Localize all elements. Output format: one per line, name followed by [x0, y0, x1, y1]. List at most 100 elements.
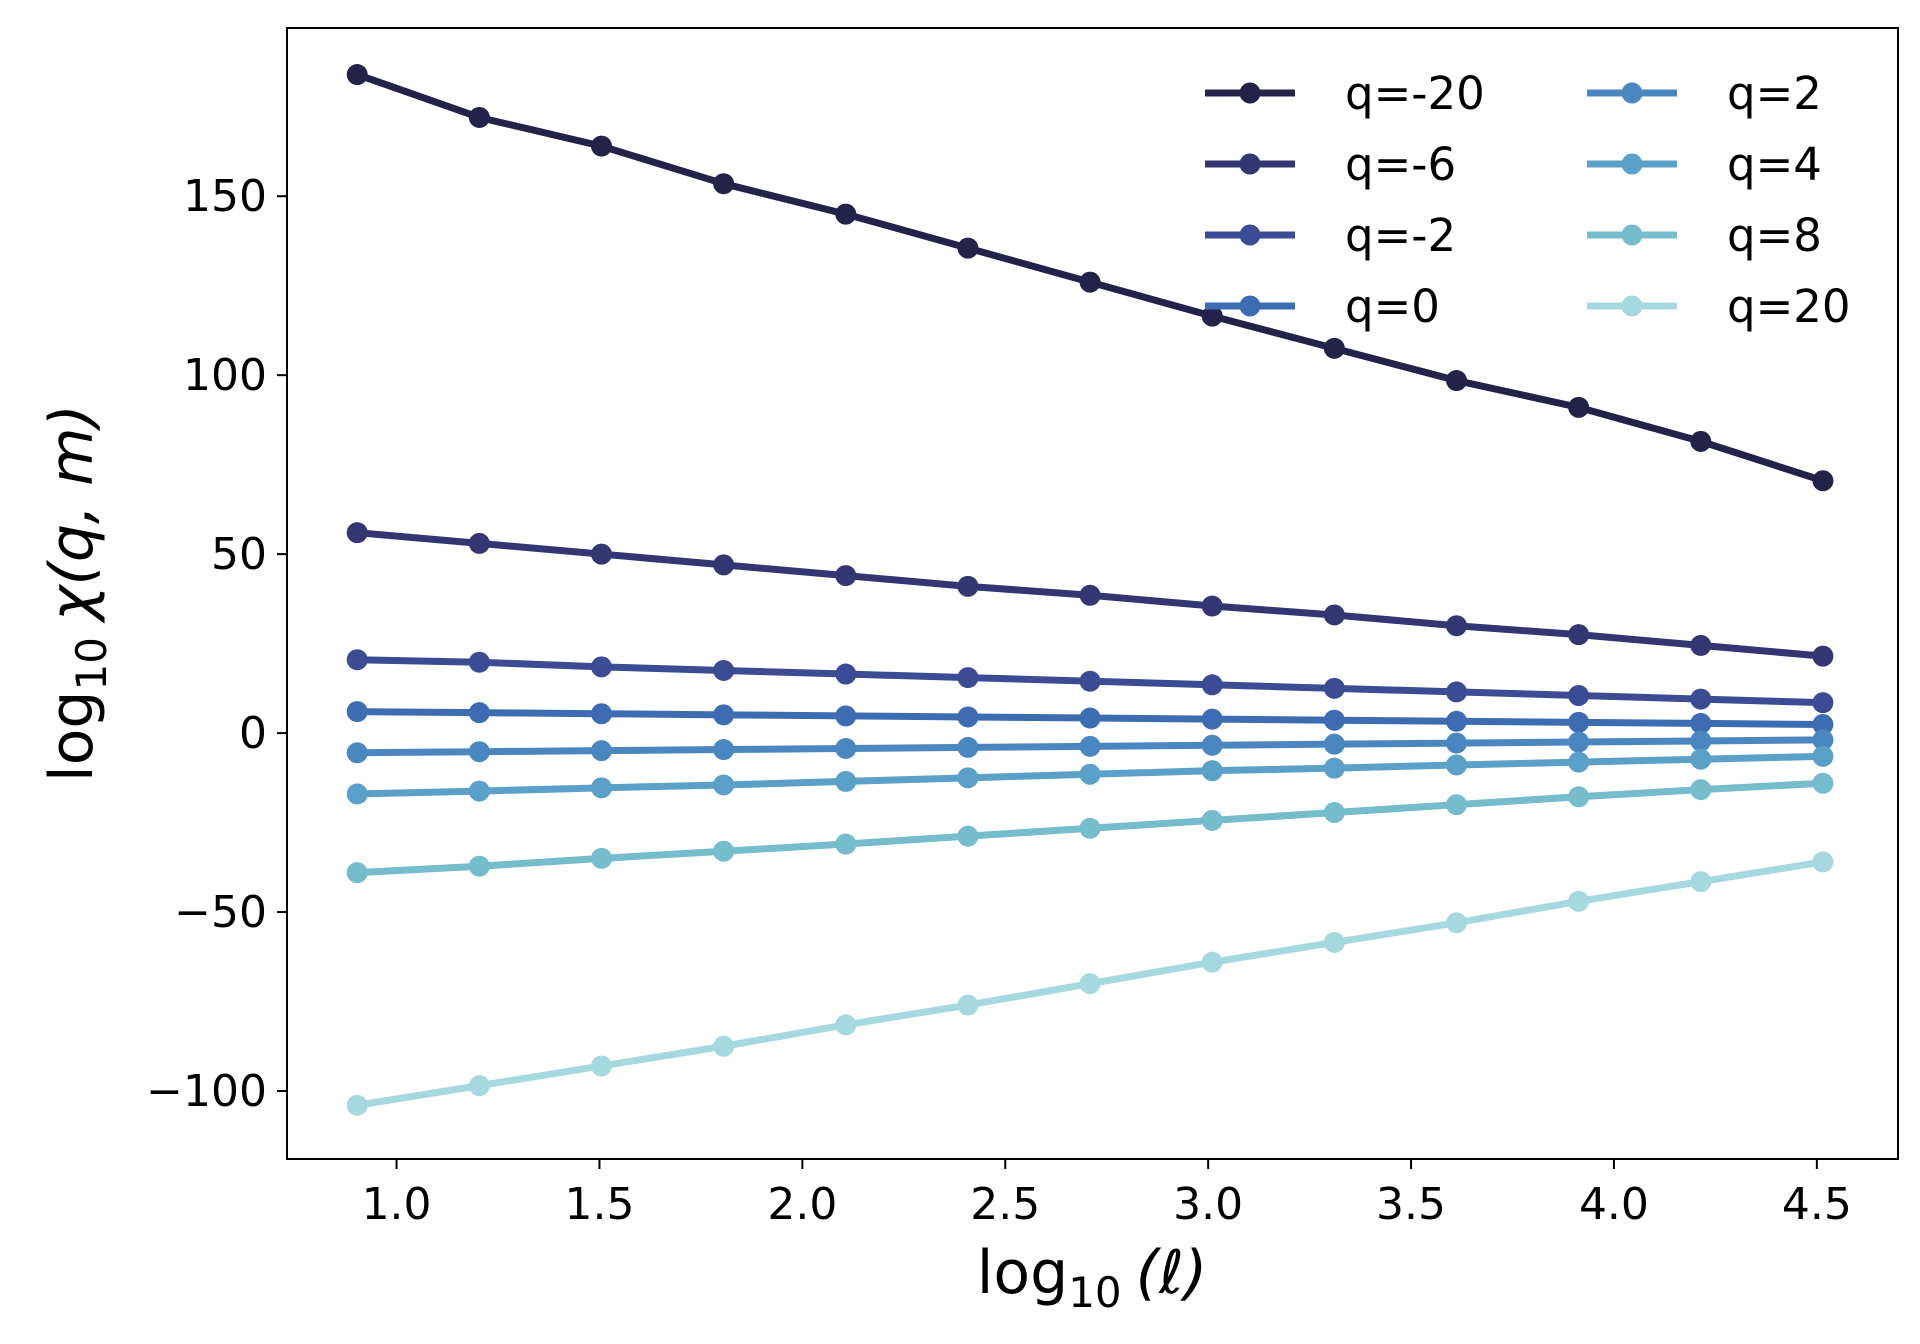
legend-marker: [1239, 82, 1261, 104]
data-point: [713, 659, 735, 681]
legend-label: q=-6: [1345, 138, 1456, 191]
data-point: [1568, 624, 1590, 646]
data-point: [1323, 604, 1345, 626]
data-point: [590, 847, 612, 869]
legend-label: q=8: [1727, 209, 1822, 262]
data-point: [590, 1055, 612, 1077]
legend-label: q=0: [1345, 280, 1440, 333]
data-point: [1690, 688, 1712, 710]
legend-marker: [1621, 295, 1643, 317]
series-q=-6: [346, 522, 1834, 667]
data-point: [713, 840, 735, 862]
data-point: [1079, 707, 1101, 729]
data-point: [1690, 748, 1712, 770]
data-point: [957, 994, 979, 1016]
legend-item: q=-6: [1205, 138, 1456, 191]
data-point: [1201, 674, 1223, 696]
data-point: [1079, 271, 1101, 293]
x-tick-label: 1.5: [564, 1179, 634, 1230]
data-point: [1201, 595, 1223, 617]
y-tick-label: −50: [174, 887, 267, 938]
x-tick-label: 3.5: [1376, 1179, 1446, 1230]
data-point: [1445, 681, 1467, 703]
data-point: [1568, 396, 1590, 418]
legend-label: q=-20: [1345, 67, 1485, 120]
data-point: [468, 532, 490, 554]
data-point: [346, 522, 368, 544]
y-axis-label-rest: χ(q, m): [37, 404, 107, 624]
data-point: [1568, 731, 1590, 753]
data-point: [1812, 713, 1834, 735]
y-tick-label: 150: [183, 171, 267, 222]
data-point: [1201, 734, 1223, 756]
y-tick-label: −100: [146, 1066, 267, 1117]
data-point: [1568, 751, 1590, 773]
data-point: [957, 237, 979, 259]
data-point: [1323, 337, 1345, 359]
legend-item: q=8: [1587, 209, 1822, 262]
y-tick-label: 50: [211, 529, 267, 580]
x-axis-ticks: 1.0 1.5 2.0 2.5 3.0 3.5 4.0 4.5: [362, 1159, 1852, 1230]
x-axis-label-base: log: [977, 1238, 1068, 1308]
y-axis-label-subscript: 10: [67, 637, 116, 690]
data-point: [957, 575, 979, 597]
series-q=-20: [346, 64, 1834, 492]
data-point: [1690, 730, 1712, 752]
data-point: [1690, 634, 1712, 656]
data-point: [346, 783, 368, 805]
data-point: [1079, 735, 1101, 757]
data-point: [1812, 851, 1834, 873]
plot-frame: [286, 27, 1899, 1160]
legend-item: q=0: [1205, 280, 1440, 333]
legend-label: q=2: [1727, 67, 1822, 120]
x-tick-label: 2.0: [767, 1179, 837, 1230]
data-point: [1445, 794, 1467, 816]
data-point: [835, 203, 857, 225]
data-point: [713, 1035, 735, 1057]
data-point: [346, 701, 368, 723]
x-tick-label: 3.0: [1173, 1179, 1243, 1230]
data-point: [957, 706, 979, 728]
data-point: [1812, 470, 1834, 492]
data-point: [1445, 754, 1467, 776]
legend-marker: [1621, 224, 1643, 246]
data-point: [590, 135, 612, 157]
data-point: [468, 741, 490, 763]
legend-item: q=4: [1587, 138, 1822, 191]
data-point: [1445, 912, 1467, 934]
x-tick-label: 1.0: [362, 1179, 432, 1230]
y-tick-label: 100: [183, 350, 267, 401]
data-point: [1323, 931, 1345, 953]
data-point: [1323, 677, 1345, 699]
series-q=0: [346, 701, 1834, 735]
data-point: [1812, 745, 1834, 767]
data-point: [1445, 732, 1467, 754]
data-point: [590, 656, 612, 678]
data-point: [713, 554, 735, 576]
data-point: [713, 704, 735, 726]
data-point: [713, 739, 735, 761]
data-point: [835, 833, 857, 855]
data-point: [1812, 645, 1834, 667]
legend-label: q=-2: [1345, 209, 1456, 262]
legend-label: q=20: [1727, 280, 1851, 333]
data-point: [590, 703, 612, 725]
data-point: [346, 742, 368, 764]
data-point: [957, 736, 979, 758]
data-point: [1079, 817, 1101, 839]
data-point: [713, 173, 735, 195]
data-point: [957, 825, 979, 847]
data-point: [1568, 711, 1590, 733]
data-point: [346, 862, 368, 884]
data-point: [1323, 709, 1345, 731]
data-point: [346, 1094, 368, 1116]
data-point: [1568, 890, 1590, 912]
data-point: [1079, 670, 1101, 692]
data-point: [957, 667, 979, 689]
data-point: [468, 106, 490, 128]
legend-item: q=-20: [1205, 67, 1485, 120]
legend-item: q=-2: [1205, 209, 1456, 262]
legend-marker: [1239, 295, 1261, 317]
data-point: [1690, 871, 1712, 893]
data-point: [1445, 710, 1467, 732]
